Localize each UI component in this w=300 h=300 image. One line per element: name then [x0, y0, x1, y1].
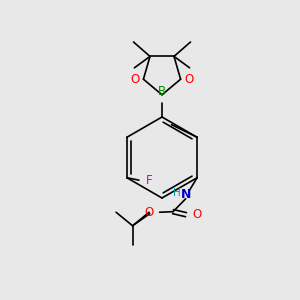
Text: F: F — [146, 174, 152, 187]
Text: O: O — [130, 73, 140, 86]
Text: O: O — [144, 206, 154, 219]
Text: N: N — [181, 188, 191, 201]
Text: O: O — [184, 73, 194, 86]
Text: O: O — [192, 208, 201, 221]
Text: B: B — [158, 85, 166, 98]
Text: H: H — [173, 188, 181, 198]
